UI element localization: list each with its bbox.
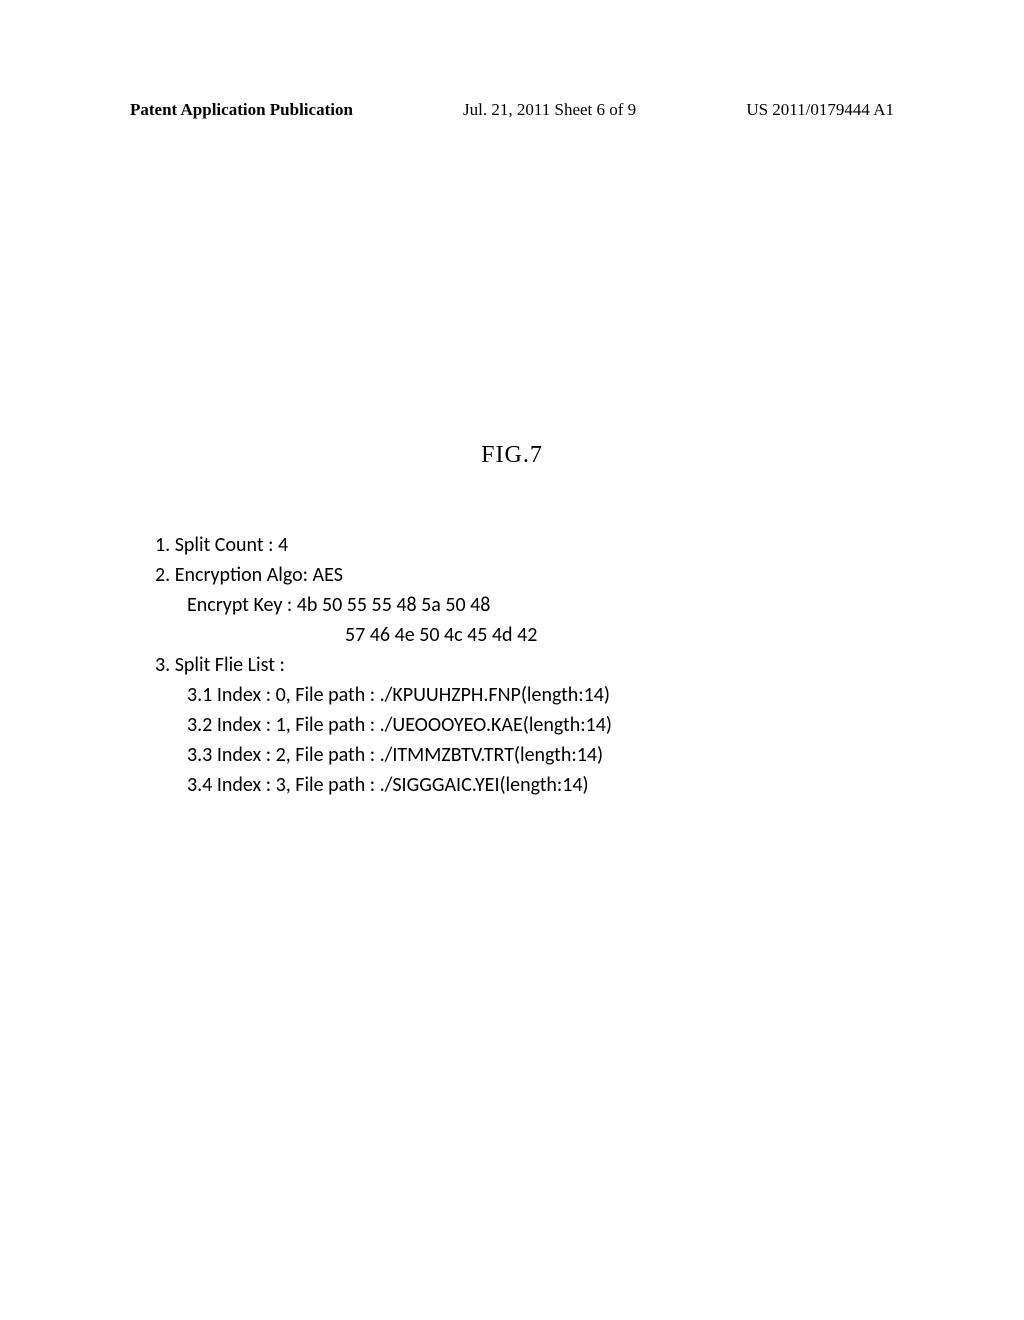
file-entry-0: 3.1 Index : 0, File path : ./KPUUHZPH.FN… [155,680,612,710]
file-entry-2: 3.3 Index : 2, File path : ./ITMMZBTV.TR… [155,740,612,770]
header-date-sheet: Jul. 21, 2011 Sheet 6 of 9 [463,100,636,120]
encrypt-key-line-2: 57 46 4e 50 4c 45 4d 42 [155,620,612,650]
encrypt-key-line-1: Encrypt Key : 4b 50 55 55 48 5a 50 48 [155,590,612,620]
file-entry-1: 3.2 Index : 1, File path : ./UEOOOYEO.KA… [155,710,612,740]
encryption-algo-line: 2. Encryption Algo: AES [155,560,612,590]
header-publication-type: Patent Application Publication [130,100,353,120]
split-count-line: 1. Split Count : 4 [155,530,612,560]
split-file-list-header: 3. Split Flie List : [155,650,612,680]
figure-content: 1. Split Count : 4 2. Encryption Algo: A… [155,530,612,800]
header-publication-number: US 2011/0179444 A1 [746,100,894,120]
figure-label: FIG.7 [481,442,543,469]
file-entry-3: 3.4 Index : 3, File path : ./SIGGGAIC.YE… [155,770,612,800]
page-header: Patent Application Publication Jul. 21, … [0,100,1024,120]
